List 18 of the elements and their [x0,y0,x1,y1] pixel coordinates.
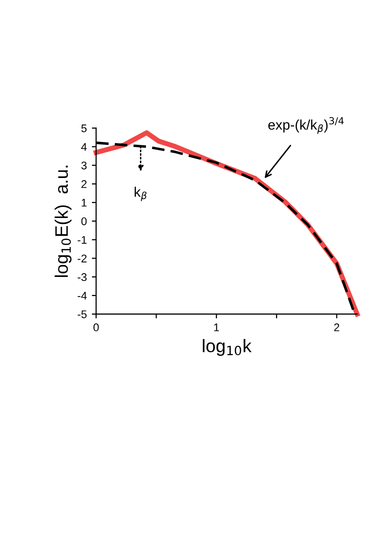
x-tick-label: 0 [93,323,99,332]
annotation: exp-(k/k$_{β}$)$^{3/4}$ [268,117,344,134]
y-tick-label: 4 [81,143,87,151]
y-tick-label: -4 [78,292,87,300]
y-tick-label: 5 [81,124,87,132]
annotation: k$_{β}$ [134,186,146,202]
y-tick-label: 3 [81,162,87,170]
y-tick-label: -3 [78,273,87,282]
x-axis-title: log$_{10}$k [202,339,252,356]
x-tick-label: 2 [334,323,340,332]
y-tick-label: -5 [78,310,87,318]
y-tick-label: -1 [78,236,87,244]
y-axis-title: log$_{10}$E(k) a.u. [54,166,72,277]
x-tick-label: 1 [214,324,219,332]
y-tick-label: 1 [82,198,87,207]
y-tick-label: 2 [81,180,87,188]
y-tick-label: -2 [78,254,87,262]
y-tick-label: 0 [81,217,87,226]
